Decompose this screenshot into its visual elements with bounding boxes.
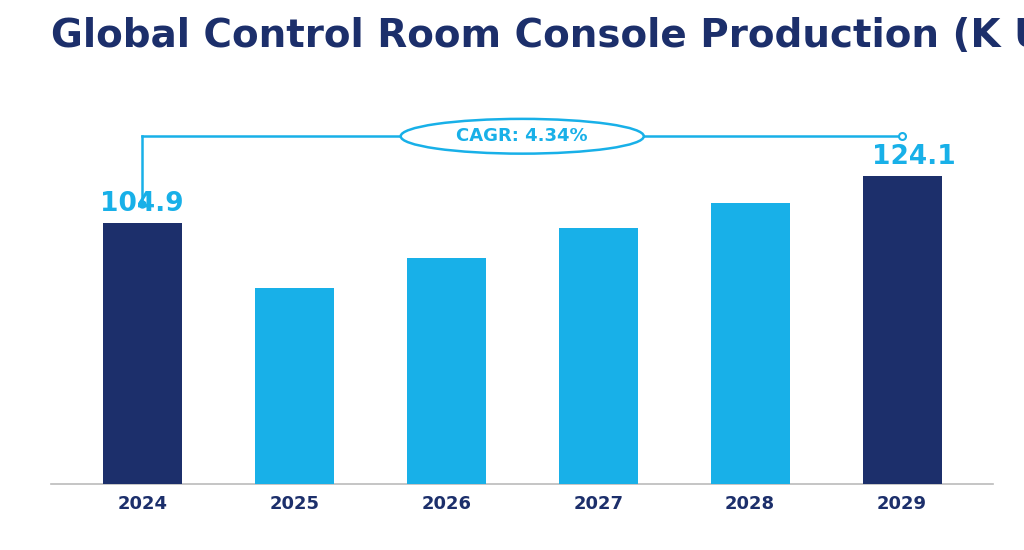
Bar: [102, 223, 182, 484]
Text: Global Control Room Console Production (K Units) in 2025: Global Control Room Console Production (…: [51, 16, 1024, 54]
Text: 124.1: 124.1: [872, 144, 956, 169]
Text: 104.9: 104.9: [99, 191, 183, 217]
Bar: [559, 228, 638, 484]
Bar: [407, 258, 485, 484]
Bar: [255, 288, 334, 484]
Ellipse shape: [400, 119, 644, 153]
Bar: [711, 204, 790, 484]
Text: CAGR: 4.34%: CAGR: 4.34%: [457, 127, 588, 145]
Bar: [862, 176, 942, 484]
